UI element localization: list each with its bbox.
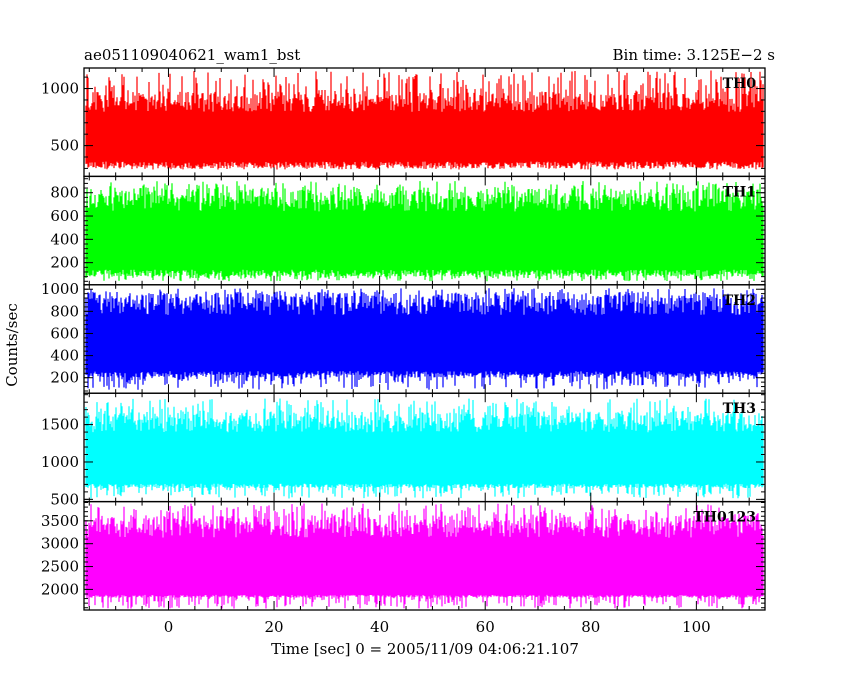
y-tick-label-th0-500: 500: [50, 137, 79, 155]
x-tick-label-60: 60: [476, 618, 495, 636]
panel-th0123: 2000 2500 3000 3500 TH0123: [41, 500, 766, 611]
series-th3-trace: [85, 398, 764, 499]
panel-th3: 500 1000 1500 TH3: [41, 392, 766, 508]
series-th1-trace: [85, 181, 764, 282]
chart-title: ae051109040621_wam1_bst: [84, 46, 300, 64]
y-tick-label-th1-600: 600: [50, 207, 79, 225]
y-tick-label-th2-600: 600: [50, 324, 79, 342]
panel-label-th1: TH1: [723, 184, 756, 200]
x-tick-label-0: 0: [164, 618, 174, 636]
y-tick-label-th2-1000: 1000: [41, 280, 79, 298]
y-tick-label-th0123-2500: 2500: [41, 558, 79, 576]
y-tick-label-th3-500: 500: [50, 490, 79, 508]
x-tick-label-100: 100: [682, 618, 711, 636]
y-tick-label-th1-800: 800: [50, 184, 79, 202]
panel-th0: 500 1000 TH0: [41, 67, 766, 178]
x-tick-labels: 0 20 40 60 80 100: [164, 618, 711, 636]
y-tick-label-th1-200: 200: [50, 254, 79, 272]
y-tick-label-th2-400: 400: [50, 347, 79, 365]
x-axis-label: Time [sec] 0 = 2005/11/09 04:06:21.107: [271, 640, 579, 658]
y-tick-label-th0123-3500: 3500: [41, 512, 79, 530]
y-tick-label-th1-400: 400: [50, 230, 79, 248]
panel-label-th0: TH0: [723, 76, 757, 92]
panels: 500 1000 TH0 200 400 600 800 TH1 200 400 600 800 100…: [41, 67, 766, 611]
series-th0123-trace: [85, 503, 764, 609]
series-th0-trace: [85, 70, 764, 170]
y-tick-label-th3-1000: 1000: [41, 453, 79, 471]
y-axis-label: Counts/sec: [3, 303, 21, 387]
x-tick-label-40: 40: [370, 618, 389, 636]
panel-label-th3: TH3: [723, 401, 756, 417]
panel-label-th0123: TH0123: [693, 510, 756, 526]
y-tick-label-th2-800: 800: [50, 302, 79, 320]
y-tick-label-th0-1000: 1000: [41, 80, 79, 98]
y-tick-label-th3-1500: 1500: [41, 416, 79, 434]
series-th2-trace: [85, 288, 764, 390]
y-tick-label-th2-200: 200: [50, 369, 79, 387]
panel-th1: 200 400 600 800 TH1: [50, 175, 766, 286]
y-tick-label-th0123-2000: 2000: [41, 580, 79, 598]
x-tick-label-20: 20: [264, 618, 283, 636]
bin-time-label: Bin time: 3.125E−2 s: [613, 46, 775, 64]
panel-label-th2: TH2: [723, 293, 756, 309]
panel-th0123-frame: [83, 500, 766, 611]
x-tick-label-80: 80: [581, 618, 600, 636]
panel-th2: 200 400 600 800 1000 TH2: [41, 280, 766, 394]
y-tick-label-th0123-3000: 3000: [41, 535, 79, 553]
